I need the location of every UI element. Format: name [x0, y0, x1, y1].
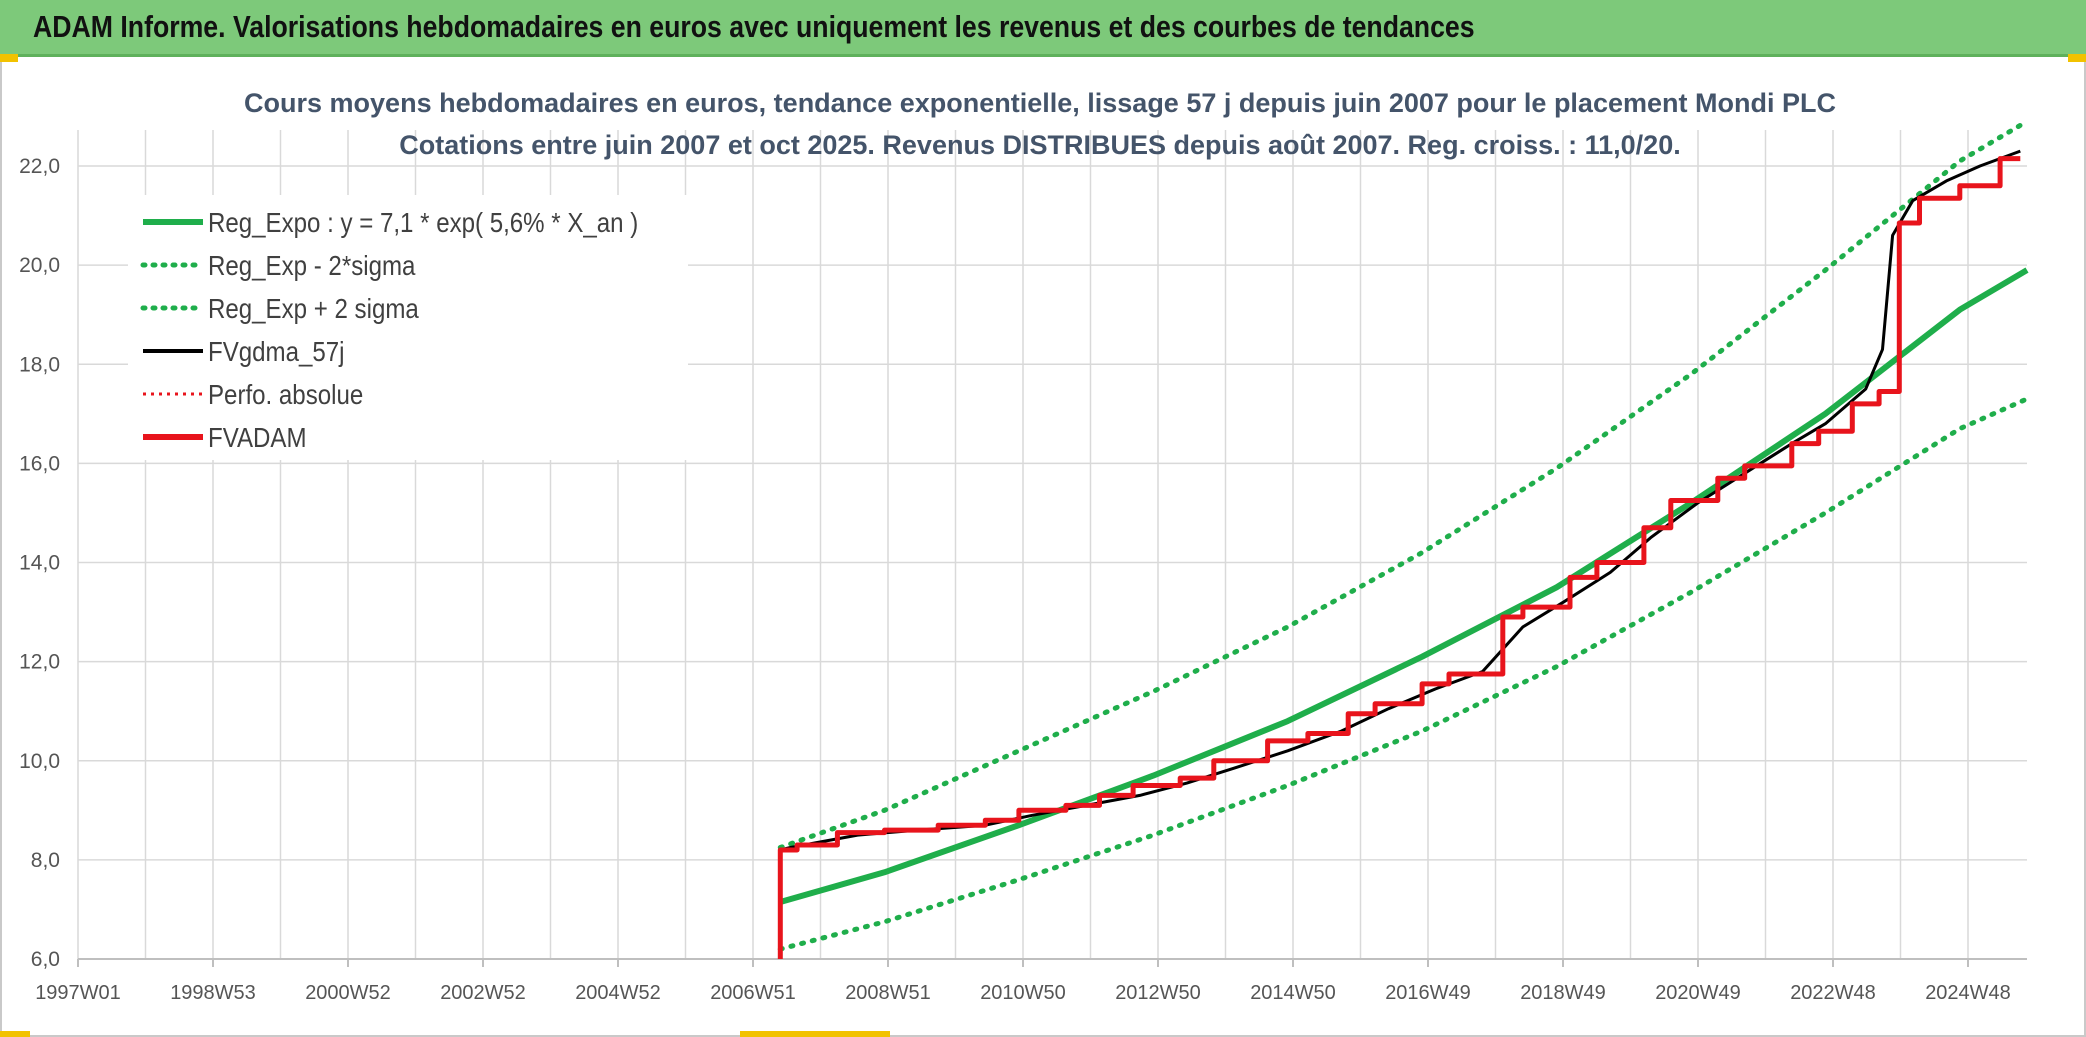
legend-label-reg_hi: Reg_Exp + 2 sigma [208, 292, 419, 324]
y-tick-label: 22,0 [19, 155, 60, 178]
y-tick-label: 16,0 [19, 452, 60, 475]
y-tick-label: 14,0 [19, 552, 60, 575]
series-reg_lo [777, 396, 2030, 952]
x-tick-label: 2008W51 [845, 982, 931, 1004]
series-lines [777, 118, 2030, 959]
axes: 6,0 8,0 10,0 12,0 14,0 16,0 18,0 20,0 22,0 1997W0… [19, 155, 2027, 1004]
legend-label-perfo: Perfo. absolue [208, 378, 363, 410]
x-tick-label: 2018W49 [1520, 982, 1606, 1004]
chart-title-line-2: Cotations entre juin 2007 et oct 2025. R… [399, 130, 1680, 160]
x-tick-label: 1997W01 [35, 982, 121, 1004]
legend-label-fv_gdma: FVgdma_57j [208, 335, 345, 367]
legend-label-reg_lo: Reg_Exp - 2*sigma [208, 249, 416, 281]
y-tick-label: 10,0 [19, 750, 60, 773]
x-tick-label: 2004W52 [575, 982, 661, 1004]
x-tick-label: 2006W51 [710, 982, 796, 1004]
x-tick-label: 2012W50 [1115, 982, 1201, 1004]
x-tick-label: 2014W50 [1250, 982, 1336, 1004]
banner-corner-right [2068, 54, 2086, 62]
series-fv_gdma [779, 149, 2021, 852]
bottom-accent-mid [740, 1031, 890, 1037]
x-tick-label: 2020W49 [1655, 982, 1741, 1004]
series-fvadam [777, 156, 2021, 959]
legend-label-reg_expo: Reg_Expo : y = 7,1 * exp( 5,6% * X_an ) [208, 206, 638, 238]
y-tick-label: 6,0 [31, 948, 60, 971]
x-tick-label: 2024W48 [1925, 982, 2011, 1004]
x-tick-label: 2002W52 [440, 982, 526, 1004]
x-tick-label: 2016W49 [1385, 982, 1471, 1004]
x-tick-label: 1998W53 [170, 982, 256, 1004]
chart-title: Cours moyens hebdomadaires en euros, ten… [244, 88, 1836, 160]
series-reg_hi [777, 118, 2030, 850]
y-tick-label: 8,0 [31, 849, 60, 872]
x-tick-label: 2000W52 [305, 982, 391, 1004]
legend-label-fvadam: FVADAM [208, 421, 307, 453]
report-title: ADAM Informe. Valorisations hebdomadaire… [33, 9, 1475, 44]
y-tick-label: 18,0 [19, 353, 60, 376]
report-banner: ADAM Informe. Valorisations hebdomadaire… [0, 0, 2086, 57]
chart-title-line-1: Cours moyens hebdomadaires en euros, ten… [244, 88, 1836, 118]
legend-background [128, 195, 688, 460]
x-tick-label: 2010W50 [980, 982, 1066, 1004]
bottom-accent-left [0, 1031, 30, 1037]
y-tick-label: 12,0 [19, 651, 60, 674]
banner-corner-left [0, 54, 18, 62]
legend: Reg_Expo : y = 7,1 * exp( 5,6% * X_an ) R… [128, 195, 688, 460]
x-tick-label: 2022W48 [1790, 982, 1876, 1004]
y-tick-label: 20,0 [19, 254, 60, 277]
